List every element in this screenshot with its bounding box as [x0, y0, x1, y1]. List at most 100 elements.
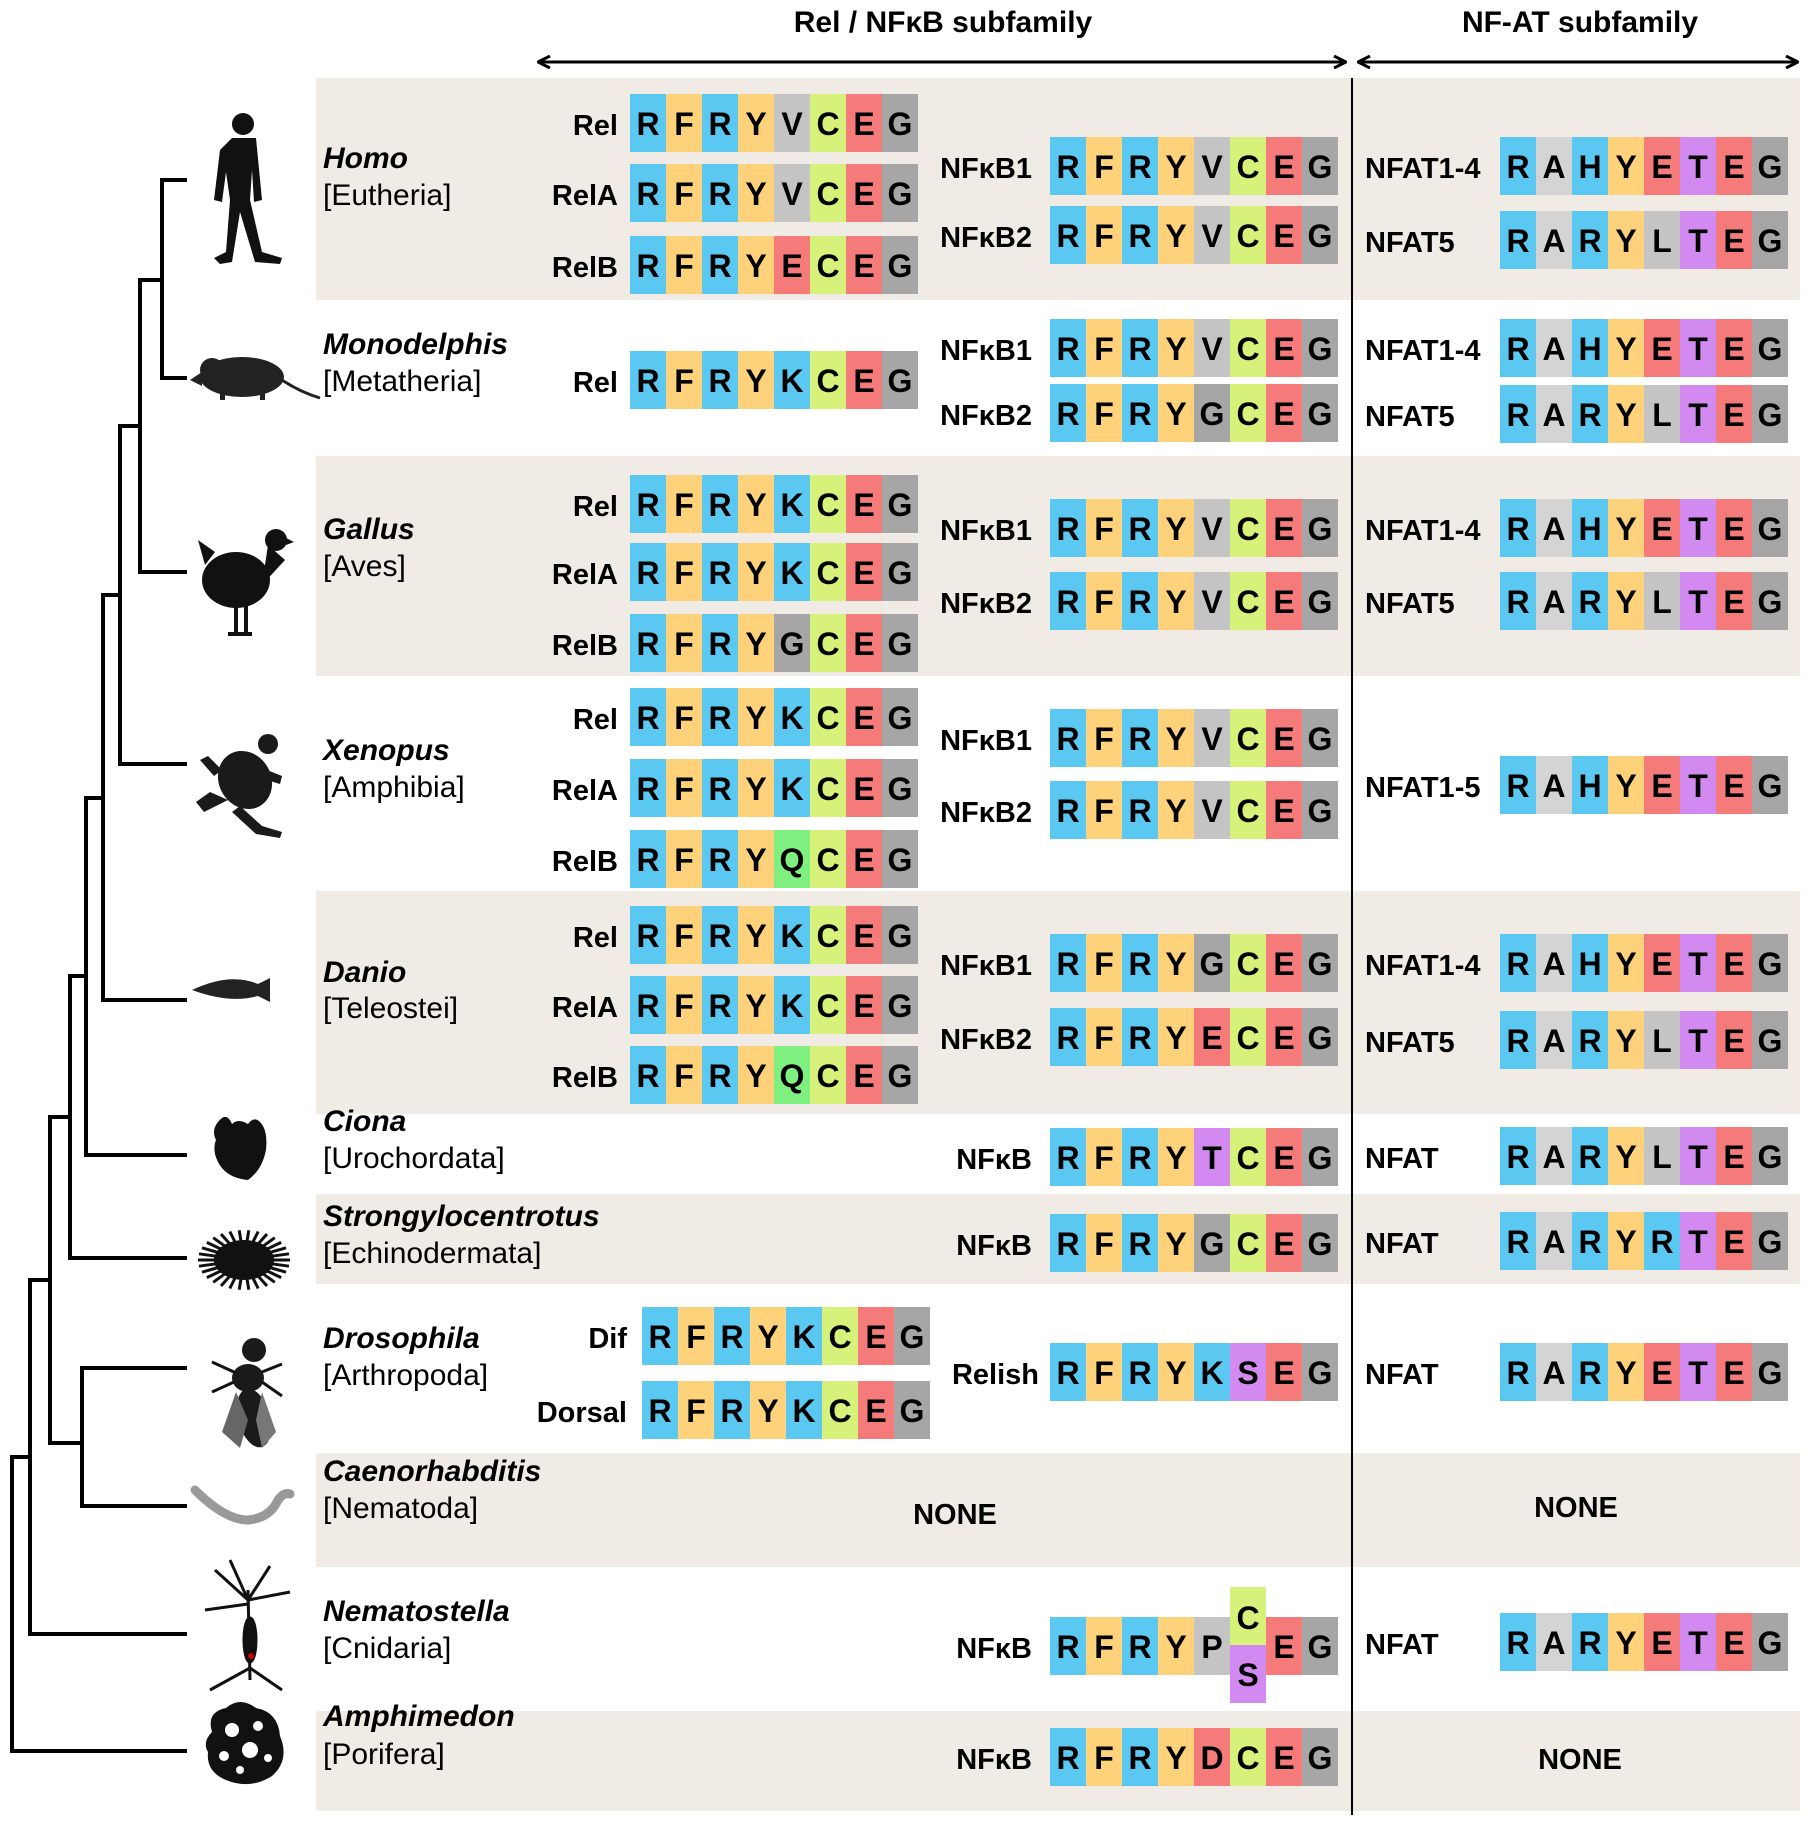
- residue-letter: E: [1723, 511, 1744, 547]
- residue-F: [678, 1381, 714, 1439]
- nfkb-protein-label: NFκB1: [940, 725, 1032, 757]
- residue-letter: Y: [1615, 1625, 1636, 1661]
- residue-Y: [1158, 781, 1194, 839]
- residue-G: [882, 94, 918, 152]
- residue-T: [1680, 1212, 1716, 1270]
- residue-letter: E: [1273, 584, 1294, 620]
- residue-letter: Y: [745, 771, 766, 807]
- residue-letter: Y: [745, 487, 766, 523]
- residue-R: [1572, 1011, 1608, 1069]
- residue-G: [882, 1046, 918, 1104]
- residue-T: [1680, 572, 1716, 630]
- residue-letter: K: [1200, 1355, 1223, 1391]
- residue-letter: C: [816, 363, 839, 399]
- residue-E: [1716, 499, 1752, 557]
- residue-F: [1086, 1617, 1122, 1675]
- tree-branch-mammalia-gallus: [118, 278, 187, 574]
- residue-letter: G: [1758, 768, 1783, 804]
- residue-letter: R: [1056, 946, 1079, 982]
- residue-letter: G: [888, 487, 913, 523]
- residue-letter: F: [674, 106, 694, 142]
- phylogenetic-tree: [10, 178, 187, 1753]
- residue-letter: R: [1128, 584, 1151, 620]
- residue-R: [1500, 572, 1536, 630]
- residue-G: [882, 830, 918, 888]
- residue-K: [774, 906, 810, 964]
- residue-E: [1716, 572, 1752, 630]
- residue-R: [1500, 319, 1536, 377]
- residue-G: [1752, 499, 1788, 557]
- residue-Y: [1158, 137, 1194, 195]
- residue-F: [666, 475, 702, 533]
- residue-letter: A: [1542, 1625, 1565, 1661]
- residue-letter: R: [1056, 331, 1079, 367]
- residue-letter: Y: [1615, 397, 1636, 433]
- clade-name: [Amphibia]: [323, 771, 465, 804]
- residue-H: [1572, 499, 1608, 557]
- residue-letter: E: [1651, 946, 1672, 982]
- residue-F: [666, 830, 702, 888]
- residue-letter: F: [1094, 1355, 1114, 1391]
- residue-letter: R: [1056, 396, 1079, 432]
- tree-branch-chordata-strongylocentrotus: [48, 974, 187, 1260]
- residue-letter: R: [636, 700, 659, 736]
- residue-Y: [1158, 934, 1194, 992]
- residue-letter: R: [636, 106, 659, 142]
- residue-R: [1050, 934, 1086, 992]
- residue-letter: T: [1688, 397, 1708, 433]
- residue-C: [810, 351, 846, 409]
- residue-T: [1194, 1128, 1230, 1186]
- residue-G: [1302, 1128, 1338, 1186]
- residue-letter: G: [888, 988, 913, 1024]
- residue-letter: F: [1094, 793, 1114, 829]
- residue-R: [1500, 1343, 1536, 1401]
- residue-letter: R: [636, 1058, 659, 1094]
- residue-letter: C: [1236, 1226, 1259, 1262]
- residue-letter: F: [674, 918, 694, 954]
- residue-F: [666, 976, 702, 1034]
- nfat-none-label: NONE: [1534, 1492, 1618, 1524]
- residue-R: [1122, 319, 1158, 377]
- residue-letter: E: [1273, 396, 1294, 432]
- clade-name: [Urochordata]: [323, 1142, 505, 1175]
- residue-letter: E: [1651, 1625, 1672, 1661]
- residue-letter: E: [1273, 1740, 1294, 1776]
- residue-letter: Q: [780, 842, 805, 878]
- residue-F: [1086, 1128, 1122, 1186]
- taxon-row-strongylocentrotus: Strongylocentrotus[Echinodermata] NFκB R F R…: [323, 1200, 1788, 1272]
- residue-letter: A: [1542, 768, 1565, 804]
- zebrafish-silhouette-icon: [192, 978, 270, 1002]
- residue-letter: R: [1128, 331, 1151, 367]
- row-bands: [316, 78, 1800, 1811]
- residue-R: [1122, 572, 1158, 630]
- residue-letter: E: [1723, 1355, 1744, 1391]
- residue-letter: R: [1128, 721, 1151, 757]
- residue-F: [1086, 1728, 1122, 1786]
- residue-E: [846, 94, 882, 152]
- residue-E: [1266, 384, 1302, 442]
- residue-letter: E: [1201, 1020, 1222, 1056]
- residue-letter: E: [853, 176, 874, 212]
- tree-branch-drosophila-caenorhabditis: [80, 1366, 187, 1508]
- residue-letter: P: [1201, 1629, 1222, 1665]
- residue-R: [1122, 781, 1158, 839]
- residue-R: [1572, 1613, 1608, 1671]
- residue-R: [630, 688, 666, 746]
- residue-letter: Y: [1165, 1740, 1186, 1776]
- residue-R: [714, 1307, 750, 1365]
- residue-R: [1500, 1127, 1536, 1185]
- residue-R: [1500, 1613, 1536, 1671]
- residue-letter: Y: [1615, 511, 1636, 547]
- residue-K: [774, 759, 810, 817]
- residue-Y: [738, 94, 774, 152]
